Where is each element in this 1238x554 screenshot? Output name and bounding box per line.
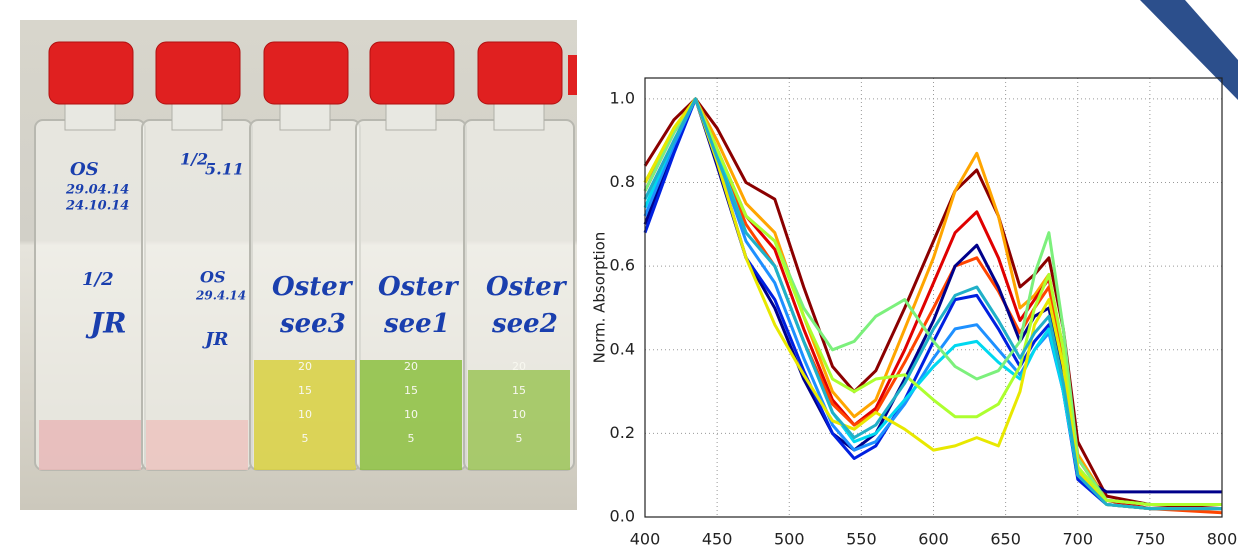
plot-frame bbox=[644, 77, 1223, 518]
flask-cap bbox=[369, 41, 455, 105]
flask-label: JR bbox=[202, 329, 229, 350]
flask-neck bbox=[171, 99, 223, 131]
series-line bbox=[643, 97, 1222, 511]
flask-label: Oster bbox=[272, 272, 354, 302]
y-axis-label: Norm. Absorption bbox=[591, 232, 609, 364]
flask-label: 29.4.14 bbox=[195, 289, 246, 303]
y-tick-label: 0.0 bbox=[610, 507, 635, 526]
flask-label: 29.04.14 bbox=[65, 183, 129, 198]
series-line bbox=[643, 97, 1222, 511]
scale-mark: 20 bbox=[404, 360, 418, 373]
flask-neck bbox=[64, 99, 116, 131]
flask-label: 1/2 bbox=[82, 269, 114, 290]
scale-mark: 10 bbox=[298, 408, 312, 421]
flask-cap bbox=[477, 41, 563, 105]
x-tick-label: 700 bbox=[1062, 530, 1093, 549]
series-line bbox=[643, 97, 1222, 511]
x-tick-label: 450 bbox=[702, 530, 733, 549]
x-tick-label: 550 bbox=[846, 530, 877, 549]
flask-label: OS bbox=[200, 268, 226, 287]
flask-liquid bbox=[146, 420, 248, 470]
y-tick-label: 0.4 bbox=[610, 339, 635, 358]
flask-liquid bbox=[254, 360, 356, 470]
flask-cap bbox=[48, 41, 134, 105]
flask-liquid bbox=[39, 420, 141, 470]
x-tick-label: 400 bbox=[630, 530, 661, 549]
scale-mark: 10 bbox=[404, 408, 418, 421]
y-tick-label: 0.6 bbox=[610, 256, 635, 275]
flask-label: see1 bbox=[383, 309, 450, 339]
scale-mark: 10 bbox=[512, 408, 526, 421]
flask-cap bbox=[263, 41, 349, 105]
series-line bbox=[643, 97, 1223, 511]
scale-mark: 5 bbox=[302, 432, 309, 445]
flask-label: Oster bbox=[486, 272, 568, 302]
flask-label: JR bbox=[85, 307, 127, 340]
scale-mark: 20 bbox=[298, 360, 312, 373]
y-tick-label: 0.2 bbox=[610, 423, 635, 442]
flask-liquid bbox=[360, 360, 462, 470]
y-tick-label: 1.0 bbox=[610, 88, 635, 107]
flask-label: 1/2 bbox=[180, 150, 208, 169]
photo: OS29.04.1424.10.141/2JR1/25.11OS29.4.14J… bbox=[20, 20, 577, 510]
flask-neck bbox=[493, 99, 545, 131]
flask-label: see2 bbox=[491, 309, 558, 339]
scale-mark: 5 bbox=[408, 432, 415, 445]
chart: 0.0 0.2 0.4 0.6 0.8 1.0 400 450 500 550 600 650 700 7… bbox=[591, 77, 1238, 549]
x-tick-label: 500 bbox=[774, 530, 805, 549]
x-tick-label: 600 bbox=[918, 530, 949, 549]
x-tick-label: 750 bbox=[1135, 530, 1166, 549]
flask-label: see3 bbox=[279, 309, 346, 339]
scale-mark: 15 bbox=[404, 384, 418, 397]
flask-cap bbox=[155, 41, 241, 105]
series-line bbox=[643, 97, 1222, 506]
series-line bbox=[643, 97, 1222, 506]
flask-label: 5.11 bbox=[205, 160, 244, 179]
scale-mark: 5 bbox=[516, 432, 523, 445]
series-line bbox=[643, 97, 1222, 511]
x-tick-label: 800 bbox=[1207, 530, 1238, 549]
flask-label: OS bbox=[70, 159, 99, 180]
flask-liquid bbox=[468, 370, 570, 470]
x-tick-label: 650 bbox=[990, 530, 1021, 549]
flask-cap bbox=[568, 55, 577, 95]
y-tick-label: 0.8 bbox=[610, 172, 635, 191]
series-line bbox=[643, 97, 1222, 506]
flask-label: Oster bbox=[378, 272, 460, 302]
flask-neck bbox=[279, 99, 331, 131]
flask-label: 24.10.14 bbox=[65, 199, 129, 214]
corner-decoration bbox=[1140, 0, 1238, 100]
scale-mark: 20 bbox=[512, 360, 526, 373]
scale-mark: 15 bbox=[298, 384, 312, 397]
series-line bbox=[643, 97, 1222, 511]
scale-mark: 15 bbox=[512, 384, 526, 397]
series-line bbox=[643, 97, 1222, 511]
